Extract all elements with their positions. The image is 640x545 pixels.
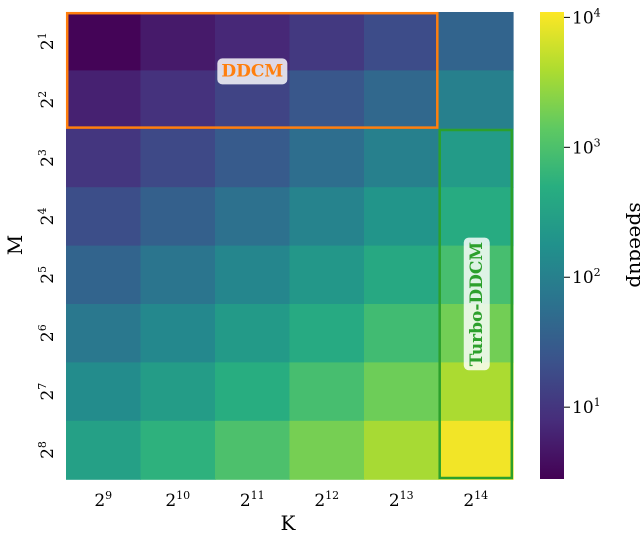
heatmap-cells [66, 12, 514, 480]
x-tick-label: 213 [389, 489, 414, 511]
heatmap-cell [140, 420, 216, 480]
x-tick-label: 210 [165, 489, 190, 511]
heatmap-cell [289, 128, 365, 188]
highlight-regions: DDCM Turbo-DDCM [65, 11, 514, 480]
heatmap-cell [140, 187, 216, 247]
heatmap-cell [438, 362, 514, 422]
heatmap-cell [289, 420, 365, 480]
x-tick-label: 211 [240, 489, 265, 511]
heatmap-cell [140, 70, 216, 130]
colorbar-tick-label: 104 [572, 6, 601, 28]
heatmap-cell [140, 245, 216, 305]
heatmap-cell [140, 304, 216, 363]
heatmap-cell [66, 245, 142, 305]
heatmap-cell [289, 362, 365, 422]
heatmap-cell [364, 245, 440, 305]
heatmap-cell [215, 128, 291, 188]
heatmap-cell [364, 362, 440, 422]
heatmap-cell [364, 128, 440, 188]
y-tick-label: 27 [36, 383, 58, 401]
heatmap-cell [66, 70, 142, 130]
x-axis-label: K [281, 511, 297, 535]
region-label-background [463, 237, 490, 371]
heatmap-cell [66, 304, 142, 363]
heatmap-cell [289, 187, 365, 247]
colorbar [540, 12, 564, 479]
x-tick-label: 212 [314, 489, 339, 511]
y-tick-label: 22 [36, 91, 58, 109]
y-tick-label: 24 [36, 207, 58, 225]
y-tick-labels: 21 22 23 24 25 26 27 28 [36, 32, 58, 459]
heatmap-cell [364, 12, 440, 71]
heatmap-cell [215, 245, 291, 305]
y-tick-label: 25 [36, 266, 58, 284]
heatmap-cell [364, 187, 440, 247]
heatmap-cell [140, 12, 216, 71]
heatmap-cell [215, 420, 291, 480]
heatmap-cell [289, 304, 365, 363]
heatmap-cell [215, 187, 291, 247]
x-tick-label: 29 [94, 489, 112, 511]
heatmap-cell [215, 362, 291, 422]
heatmap-cell [66, 128, 142, 188]
heatmap-cell [66, 362, 142, 422]
heatmap-cell [66, 420, 142, 480]
heatmap-cell [289, 70, 365, 130]
colorbar-tick-label: 102 [572, 266, 601, 288]
heatmap-cell [289, 245, 365, 305]
region-box [438, 128, 514, 480]
heatmap-cell [438, 70, 514, 130]
colorbar-tick-label: 101 [572, 396, 601, 418]
region-label-background [217, 58, 288, 85]
region-label-text: DDCM [221, 61, 283, 81]
colorbar-tick-label: 103 [572, 136, 601, 158]
heatmap-cell [364, 304, 440, 363]
y-axis-label: M [3, 235, 27, 255]
heatmap-cell [215, 304, 291, 363]
colorbar-label: speedup [625, 202, 640, 287]
heatmap-cell [438, 420, 514, 480]
heatmap-cell [438, 12, 514, 71]
heatmap-cell [140, 362, 216, 422]
region-box [65, 11, 439, 129]
heatmap-cell [289, 12, 365, 71]
region-label-text: Turbo-DDCM [467, 242, 487, 367]
y-tick-label: 23 [36, 149, 58, 167]
heatmap-cell [140, 128, 216, 188]
y-tick-label: 28 [36, 441, 58, 459]
colorbar-ticks: 101 102 103 104 [564, 6, 601, 418]
heatmap-cell [438, 128, 514, 188]
heatmap-cell [364, 70, 440, 130]
region-label: Turbo-DDCM [463, 237, 490, 371]
heatmap-cell [438, 187, 514, 247]
heatmap-cell [364, 420, 440, 480]
x-tick-label: 214 [463, 489, 488, 511]
heatmap-cell [66, 187, 142, 247]
heatmap-cell [66, 12, 142, 71]
y-tick-label: 21 [36, 32, 58, 50]
region-label: DDCM [217, 58, 288, 85]
x-tick-labels: 29 210 211 212 213 214 [94, 489, 488, 511]
y-tick-label: 26 [36, 324, 58, 342]
